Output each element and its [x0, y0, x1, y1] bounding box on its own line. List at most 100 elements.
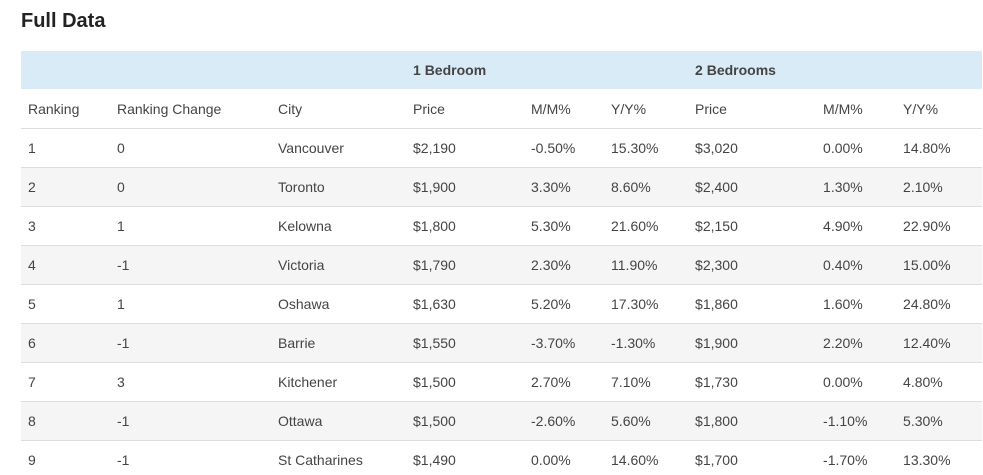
column-city-header: City: [271, 89, 407, 129]
table-row: 4 -1 Victoria $1,790 2.30% 11.90% $2,300 0.40% 1…: [21, 245, 983, 285]
column-2br-yy-cell: 2.10%: [896, 167, 983, 207]
column-1br-price-cell: $1,500: [406, 401, 525, 441]
column-1br-yy-cell: 21.60%: [604, 206, 689, 246]
column-1br-mm-cell: -3.70%: [524, 323, 605, 363]
table-row: 6 -1 Barrie $1,550 -3.70% -1.30% $1,900 2.20% 12…: [21, 323, 983, 363]
column-2br-yy-cell: 22.90%: [896, 206, 983, 246]
column-2br-price-cell: $2,400: [688, 167, 817, 207]
column-2br-mm-header: M/M%: [816, 89, 897, 129]
column-ranking-change-header: Ranking Change: [110, 89, 271, 129]
column-2br-yy-cell: 4.80%: [896, 362, 983, 402]
column-1br-mm-header: M/M%: [524, 89, 605, 129]
column-2br-yy-cell: 13.30%: [896, 440, 983, 475]
table-row: 5 1 Oshawa $1,630 5.20% 17.30% $1,860 1.60% 24.8…: [21, 284, 983, 324]
column-1br-price-header: Price: [406, 89, 525, 129]
column-ranking-change-cell: 1: [110, 284, 271, 324]
column-ranking-header: Ranking: [21, 89, 110, 129]
page-title: Full Data: [21, 10, 106, 32]
column-city-cell: Kitchener: [271, 362, 407, 402]
column-city-cell: Ottawa: [271, 401, 407, 441]
column-ranking-cell: 5: [21, 284, 110, 324]
column-1br-mm-cell: 3.30%: [524, 167, 605, 207]
column-1br-mm-cell: -0.50%: [524, 128, 605, 168]
group-header-2-bedrooms: 2 Bedrooms: [688, 51, 983, 89]
column-1br-price-cell: $1,900: [406, 167, 525, 207]
column-2br-price-cell: $1,860: [688, 284, 817, 324]
column-2br-price-cell: $1,800: [688, 401, 817, 441]
column-ranking-cell: 8: [21, 401, 110, 441]
column-2br-yy-header: Y/Y%: [896, 89, 983, 129]
column-1br-yy-header: Y/Y%: [604, 89, 689, 129]
column-2br-price-cell: $1,700: [688, 440, 817, 475]
column-2br-mm-cell: 0.00%: [816, 362, 897, 402]
group-header-1-bedroom: 1 Bedroom: [406, 51, 689, 89]
column-1br-price-cell: $1,630: [406, 284, 525, 324]
table-row: 2 0 Toronto $1,900 3.30% 8.60% $2,400 1.30% 2.10…: [21, 167, 983, 207]
column-city-cell: Barrie: [271, 323, 407, 363]
column-2br-yy-cell: 24.80%: [896, 284, 983, 324]
column-2br-mm-cell: 1.30%: [816, 167, 897, 207]
column-1br-price-cell: $1,490: [406, 440, 525, 475]
column-city-cell: Oshawa: [271, 284, 407, 324]
column-ranking-change-cell: 3: [110, 362, 271, 402]
column-1br-price-cell: $1,500: [406, 362, 525, 402]
column-1br-mm-cell: 5.30%: [524, 206, 605, 246]
column-city-cell: Victoria: [271, 245, 407, 285]
table-row: 9 -1 St Catharines $1,490 0.00% 14.60% $1,700-…: [21, 440, 983, 475]
rent-data-table: 1 Bedroom 2 Bedrooms Ranking Ranking Chan…: [21, 51, 983, 475]
table-row: 3 1 Kelowna $1,800 5.30% 21.60% $2,150 4.90% 22.…: [21, 206, 983, 246]
column-1br-yy-cell: -1.30%: [604, 323, 689, 363]
column-ranking-change-cell: -1: [110, 245, 271, 285]
column-1br-mm-cell: 0.00%: [524, 440, 605, 475]
table-row: 1 0 Vancouver $2,190 -0.50% 15.30% $3,020 0.00%…: [21, 128, 983, 168]
column-ranking-change-cell: 1: [110, 206, 271, 246]
column-ranking-cell: 1: [21, 128, 110, 168]
column-ranking-change-cell: -1: [110, 440, 271, 475]
column-1br-yy-cell: 15.30%: [604, 128, 689, 168]
group-header-blank: [21, 51, 407, 89]
column-1br-price-cell: $1,550: [406, 323, 525, 363]
column-1br-mm-cell: 5.20%: [524, 284, 605, 324]
column-ranking-cell: 3: [21, 206, 110, 246]
column-1br-price-cell: $1,790: [406, 245, 525, 285]
column-1br-yy-cell: 7.10%: [604, 362, 689, 402]
column-2br-price-cell: $2,300: [688, 245, 817, 285]
column-1br-yy-cell: 17.30%: [604, 284, 689, 324]
column-ranking-change-cell: 0: [110, 128, 271, 168]
group-header-row: 1 Bedroom 2 Bedrooms: [21, 51, 983, 89]
table-body: 1 0 Vancouver $2,190 -0.50% 15.30% $3,020 0.00%…: [21, 128, 983, 475]
column-1br-price-cell: $1,800: [406, 206, 525, 246]
column-header-row: Ranking Ranking Change City Price M/M% Y/Y% Pr…: [21, 89, 983, 129]
column-2br-mm-cell: 1.60%: [816, 284, 897, 324]
column-1br-mm-cell: 2.70%: [524, 362, 605, 402]
column-ranking-cell: 6: [21, 323, 110, 363]
column-2br-mm-cell: -1.70%: [816, 440, 897, 475]
column-2br-price-header: Price: [688, 89, 817, 129]
column-2br-mm-cell: -1.10%: [816, 401, 897, 441]
column-2br-mm-cell: 0.40%: [816, 245, 897, 285]
column-1br-yy-cell: 11.90%: [604, 245, 689, 285]
column-2br-price-cell: $1,730: [688, 362, 817, 402]
column-1br-mm-cell: -2.60%: [524, 401, 605, 441]
column-2br-yy-cell: 12.40%: [896, 323, 983, 363]
column-2br-mm-cell: 0.00%: [816, 128, 897, 168]
column-ranking-change-cell: -1: [110, 401, 271, 441]
column-2br-yy-cell: 14.80%: [896, 128, 983, 168]
column-1br-yy-cell: 14.60%: [604, 440, 689, 475]
column-2br-yy-cell: 15.00%: [896, 245, 983, 285]
column-ranking-cell: 9: [21, 440, 110, 475]
column-ranking-cell: 7: [21, 362, 110, 402]
column-2br-price-cell: $2,150: [688, 206, 817, 246]
column-city-cell: Toronto: [271, 167, 407, 207]
table-row: 7 3 Kitchener $1,500 2.70% 7.10% $1,730 0.00% 4.…: [21, 362, 983, 402]
column-1br-mm-cell: 2.30%: [524, 245, 605, 285]
column-city-cell: Kelowna: [271, 206, 407, 246]
column-2br-yy-cell: 5.30%: [896, 401, 983, 441]
column-ranking-change-cell: 0: [110, 167, 271, 207]
column-1br-yy-cell: 8.60%: [604, 167, 689, 207]
column-1br-yy-cell: 5.60%: [604, 401, 689, 441]
column-ranking-change-cell: -1: [110, 323, 271, 363]
table-row: 8 -1 Ottawa $1,500 -2.60% 5.60% $1,800 -1.10% 5.…: [21, 401, 983, 441]
column-2br-mm-cell: 2.20%: [816, 323, 897, 363]
